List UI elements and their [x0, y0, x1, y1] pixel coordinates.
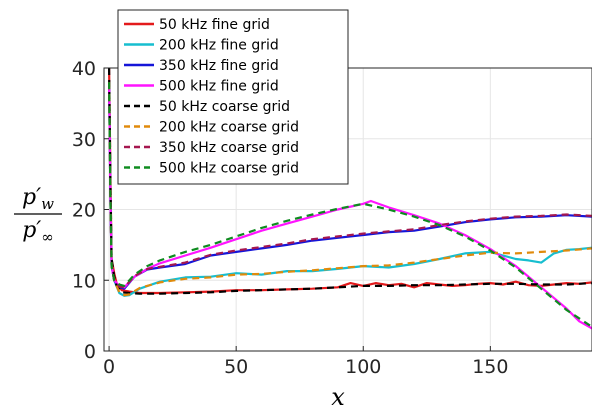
legend-label-2: 200 kHz fine grid: [159, 38, 279, 54]
legend-label-7: 350 kHz coarse grid: [159, 140, 299, 156]
legend-label-4: 500 kHz fine grid: [159, 79, 279, 95]
ticks: 0 50 100 150 0 10 20 30 40: [72, 58, 509, 378]
legend-label-8: 500 kHz coarse grid: [159, 161, 299, 177]
legend-label-3: 350 kHz fine grid: [159, 58, 279, 74]
y-tick-label: 40: [72, 58, 96, 80]
x-axis-label: x: [331, 383, 345, 411]
legend-label-5: 50 kHz coarse grid: [159, 99, 290, 115]
series-line-1: [108, 67, 592, 295]
y-label-denominator-sub: ∞: [41, 228, 54, 246]
y-tick-label: 0: [84, 341, 96, 363]
legend-label-1: 50 kHz fine grid: [159, 17, 270, 33]
series-line-8: [108, 82, 592, 328]
y-axis-label: p′w p′∞: [14, 185, 62, 246]
x-tick-label: 100: [345, 356, 381, 378]
x-tick-label: 50: [224, 356, 248, 378]
x-tick-label: 150: [472, 356, 508, 378]
legend-box: [117, 9, 349, 185]
y-label-numerator-sub: w: [41, 195, 54, 213]
y-tick-label: 10: [72, 270, 96, 292]
y-label-numerator: p′w: [22, 185, 54, 213]
y-tick-label: 20: [72, 200, 96, 222]
legend: 50 kHz fine grid 200 kHz fine grid 350 kHz…: [117, 9, 349, 185]
x-axis-label-text: x: [331, 383, 345, 411]
series-line-7: [108, 82, 592, 289]
x-tick-label: 0: [103, 356, 115, 378]
y-tick-label: 30: [72, 129, 96, 151]
series-layer: [108, 67, 592, 330]
legend-label-6: 200 kHz coarse grid: [159, 120, 299, 136]
y-label-denominator: p′∞: [22, 218, 54, 246]
